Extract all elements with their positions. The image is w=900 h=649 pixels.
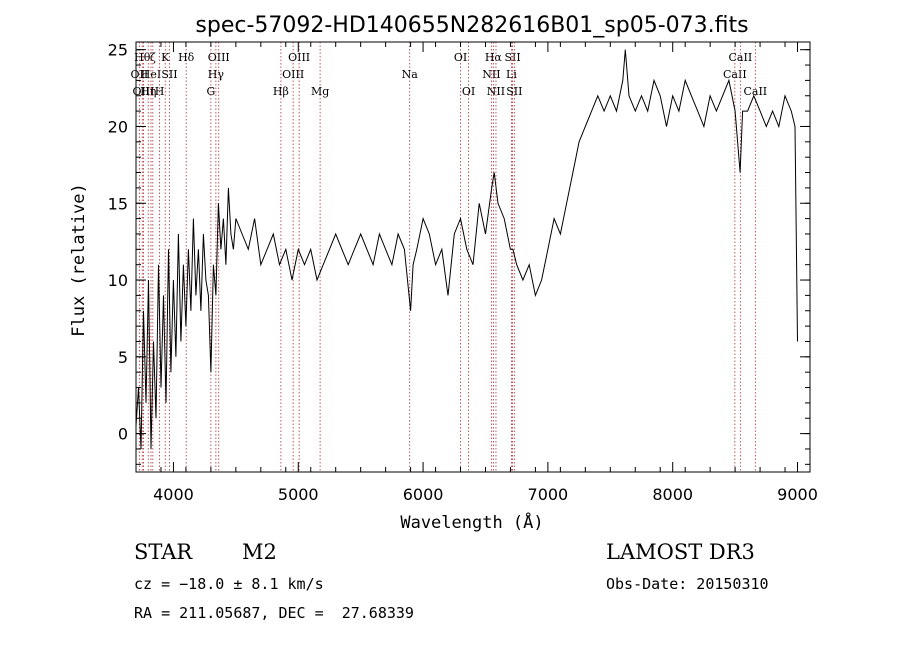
line-label-26: CaII xyxy=(723,68,747,81)
y-tick-label-3: 15 xyxy=(108,194,128,213)
y-tick-label-0: 0 xyxy=(118,425,128,444)
obs-date: Obs-Date: 20150310 xyxy=(606,575,769,593)
line-label-7: K xyxy=(161,51,170,64)
line-label-20: NII xyxy=(482,68,500,81)
line-label-17: Na xyxy=(402,68,419,81)
object-class: STAR xyxy=(134,540,193,564)
survey-name: LAMOST DR3 xyxy=(606,540,755,564)
x-tick-label-4: 8000 xyxy=(652,485,693,504)
line-label-27: CaII xyxy=(729,51,753,64)
line-label-21: Hα xyxy=(485,51,503,64)
line-label-5: ζ xyxy=(150,51,156,64)
line-label-12: OIII xyxy=(208,51,230,64)
line-label-1: Hθ xyxy=(134,51,151,64)
line-label-9: Hδ xyxy=(178,51,195,64)
line-label-10: G xyxy=(206,85,215,98)
x-tick-label-5: 9000 xyxy=(777,485,818,504)
line-label-11: Hγ xyxy=(208,68,225,81)
x-tick-label-2: 6000 xyxy=(403,485,444,504)
line-label-14: OIII xyxy=(282,68,304,81)
line-label-6: H xyxy=(155,85,165,98)
line-label-28: CaII xyxy=(743,85,767,98)
line-label-2: OIII xyxy=(132,85,154,98)
line-label-23: Li xyxy=(506,68,517,81)
y-tick-label-5: 25 xyxy=(108,41,128,60)
line-label-16: Mg xyxy=(311,85,329,98)
plot-frame xyxy=(135,41,811,473)
coordinates: RA = 211.05687, DEC = 27.68339 xyxy=(134,604,414,622)
x-tick-label-3: 7000 xyxy=(528,485,569,504)
line-label-15: OIII xyxy=(288,51,310,64)
line-label-4: HeI xyxy=(141,68,161,81)
line-label-3: Hη xyxy=(140,85,156,98)
x-tick-label-0: 4000 xyxy=(153,485,194,504)
axis-ticks: 4000 5000 6000 7000 8000 9000 0 5 10 15 20 25 xyxy=(108,41,818,504)
x-tick-label-1: 5000 xyxy=(278,485,319,504)
line-label-18: OI xyxy=(454,51,467,64)
y-tick-label-4: 20 xyxy=(108,117,128,136)
line-label-19: OI xyxy=(462,85,475,98)
x-axis-label: Wavelength (Å) xyxy=(400,511,543,533)
y-tick-label-1: 5 xyxy=(118,348,128,367)
y-axis-label: Flux (relative) xyxy=(69,183,89,337)
spectrum-line-0 xyxy=(135,49,798,450)
chart-title: spec-57092-HD140655N282616B01_sp05-073.f… xyxy=(195,13,748,38)
redshift-cz: cz = −18.0 ± 8.1 km/s xyxy=(134,575,324,593)
spectral-line-markers: OIIHθOIIIHηHeIζHKSIIHδGHγOIIIHβOIIIOIIIM… xyxy=(131,42,767,472)
line-label-24: SII xyxy=(504,51,520,64)
spectrum-series xyxy=(135,49,798,450)
line-label-22: NII xyxy=(487,85,505,98)
object-subclass: M2 xyxy=(242,540,277,564)
line-label-13: Hβ xyxy=(273,85,289,98)
y-tick-label-2: 10 xyxy=(108,271,128,290)
line-label-25: SII xyxy=(506,85,522,98)
line-label-8: SII xyxy=(161,68,177,81)
